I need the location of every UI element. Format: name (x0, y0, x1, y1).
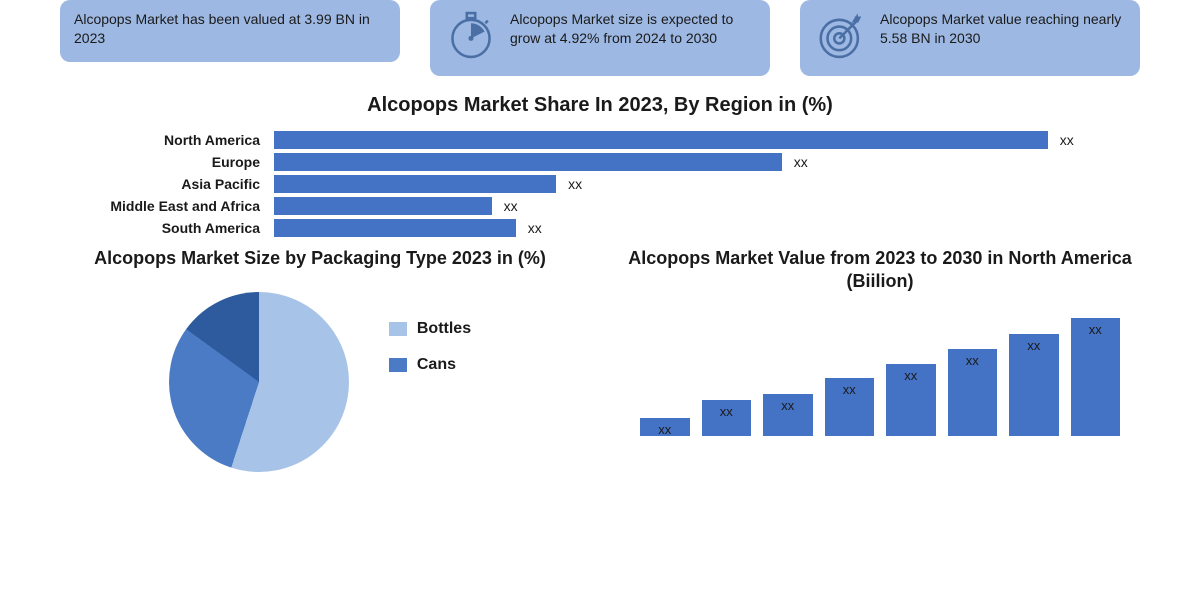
hbar-value-label: xx (794, 154, 808, 170)
vbar-col: xx (702, 316, 752, 436)
hbar-fill (274, 219, 516, 237)
vbar-value-label: xx (658, 422, 671, 437)
vbar-value-label: xx (1089, 322, 1102, 337)
bottom-row: Alcopops Market Size by Packaging Type 2… (0, 247, 1200, 436)
hbar-row: Europe xx (60, 153, 1080, 171)
na-value-bar-chart: xx xx xx xx xx xx xx xx (620, 316, 1140, 436)
hbar-value-label: xx (528, 220, 542, 236)
vbar-fill: xx (825, 378, 875, 436)
hbar-category-label: North America (60, 132, 260, 148)
hbar-row: North America xx (60, 131, 1080, 149)
hbar-fill (274, 175, 556, 193)
card-text: Alcopops Market value reaching nearly 5.… (880, 10, 1126, 48)
vbar-col: xx (640, 316, 690, 436)
hbar-value-label: xx (568, 176, 582, 192)
vbar-fill: xx (1009, 334, 1059, 436)
hbar-row: Middle East and Africa xx (60, 197, 1080, 215)
vbar-value-label: xx (843, 382, 856, 397)
card-text: Alcopops Market size is expected to grow… (510, 10, 756, 48)
legend-swatch (389, 358, 407, 372)
hbar-fill (274, 153, 782, 171)
hbar-row: Asia Pacific xx (60, 175, 1080, 193)
vbar-fill: xx (948, 349, 998, 435)
hbar-track: xx (274, 131, 1080, 149)
region-share-chart: North AmericaxxEuropexxAsia PacificxxMid… (0, 131, 1200, 237)
hbar-track: xx (274, 153, 1080, 171)
hbar-category-label: Asia Pacific (60, 176, 260, 192)
target-icon (814, 8, 868, 62)
vbar-title: Alcopops Market Value from 2023 to 2030 … (620, 247, 1140, 294)
card-text: Alcopops Market has been valued at 3.99 … (74, 10, 386, 48)
vbar-value-label: xx (904, 368, 917, 383)
legend-item: Bottles (389, 320, 471, 338)
pie-wrap: Bottles Cans (169, 282, 471, 412)
card-growth-rate: Alcopops Market size is expected to grow… (430, 0, 770, 76)
vbar-col: xx (1009, 316, 1059, 436)
stopwatch-icon (444, 8, 498, 62)
card-market-value-2030: Alcopops Market value reaching nearly 5.… (800, 0, 1140, 76)
card-market-value-2023: Alcopops Market has been valued at 3.99 … (60, 0, 400, 62)
vbar-col: xx (763, 316, 813, 436)
hbar-category-label: Europe (60, 154, 260, 170)
vbar-value-label: xx (1027, 338, 1040, 353)
vbar-fill: xx (1071, 318, 1121, 436)
hbar-track: xx (274, 175, 1080, 193)
vbar-value-label: xx (720, 404, 733, 419)
vbar-fill: xx (640, 418, 690, 436)
vbar-value-label: xx (966, 353, 979, 368)
vbar-fill: xx (886, 364, 936, 436)
vbar-col: xx (825, 316, 875, 436)
vbar-fill: xx (702, 400, 752, 436)
hbar-fill (274, 197, 492, 215)
vbar-col: xx (1071, 316, 1121, 436)
legend-item: Cans (389, 356, 471, 374)
pie-title: Alcopops Market Size by Packaging Type 2… (94, 247, 546, 270)
hbar-fill (274, 131, 1048, 149)
pie-legend: Bottles Cans (389, 320, 471, 374)
hbar-title: Alcopops Market Share In 2023, By Region… (0, 94, 1200, 117)
vbar-section: Alcopops Market Value from 2023 to 2030 … (620, 247, 1140, 436)
legend-swatch (389, 322, 407, 336)
hbar-category-label: South America (60, 220, 260, 236)
hbar-row: South America xx (60, 219, 1080, 237)
vbar-value-label: xx (781, 398, 794, 413)
hbar-track: xx (274, 219, 1080, 237)
hbar-category-label: Middle East and Africa (60, 198, 260, 214)
vbar-fill: xx (763, 394, 813, 436)
legend-label: Cans (417, 356, 456, 374)
vbar-col: xx (948, 316, 998, 436)
info-cards-row: Alcopops Market has been valued at 3.99 … (0, 0, 1200, 76)
hbar-value-label: xx (504, 198, 518, 214)
pie-section: Alcopops Market Size by Packaging Type 2… (60, 247, 580, 436)
hbar-value-label: xx (1060, 132, 1074, 148)
vbar-col: xx (886, 316, 936, 436)
hbar-track: xx (274, 197, 1080, 215)
packaging-pie-chart (169, 292, 349, 472)
legend-label: Bottles (417, 320, 471, 338)
